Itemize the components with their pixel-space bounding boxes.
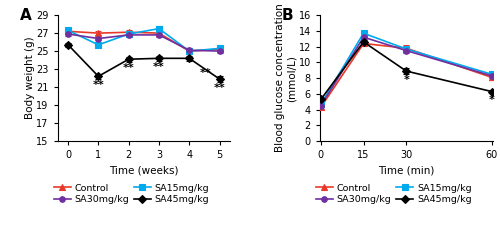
- Text: A: A: [20, 8, 32, 23]
- Text: B: B: [282, 8, 294, 23]
- X-axis label: Time (weeks): Time (weeks): [109, 166, 178, 176]
- X-axis label: Time (min): Time (min): [378, 166, 434, 176]
- Y-axis label: Blood glucose concentration
(mmol/L): Blood glucose concentration (mmol/L): [276, 4, 297, 152]
- Legend: Control, SA30mg/kg, SA15mg/kg, SA45mg/kg: Control, SA30mg/kg, SA15mg/kg, SA45mg/kg: [54, 184, 209, 204]
- Text: **: **: [214, 83, 226, 93]
- Text: **: **: [200, 68, 212, 78]
- Y-axis label: Body weight (g): Body weight (g): [24, 37, 34, 119]
- Text: **: **: [123, 63, 134, 73]
- Text: **: **: [153, 62, 165, 72]
- Text: *: *: [488, 95, 494, 105]
- Text: *: *: [404, 75, 409, 85]
- Legend: Control, SA30mg/kg, SA15mg/kg, SA45mg/kg: Control, SA30mg/kg, SA15mg/kg, SA45mg/kg: [316, 184, 472, 204]
- Text: **: **: [92, 80, 104, 90]
